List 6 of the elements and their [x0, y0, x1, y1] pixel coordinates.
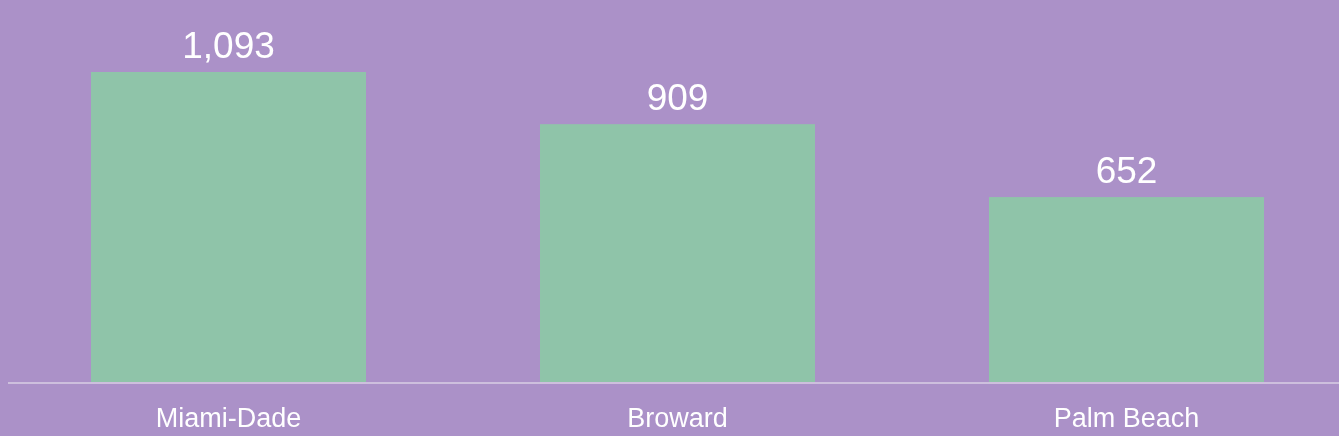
- x-tick-label: Palm Beach: [1053, 403, 1200, 433]
- data-label: 909: [646, 77, 709, 119]
- data-label: 652: [1095, 150, 1158, 192]
- data-label: 1,093: [182, 25, 275, 66]
- x-tick-label: Broward: [627, 403, 728, 433]
- x-tick-label: Miami-Dade: [155, 403, 302, 433]
